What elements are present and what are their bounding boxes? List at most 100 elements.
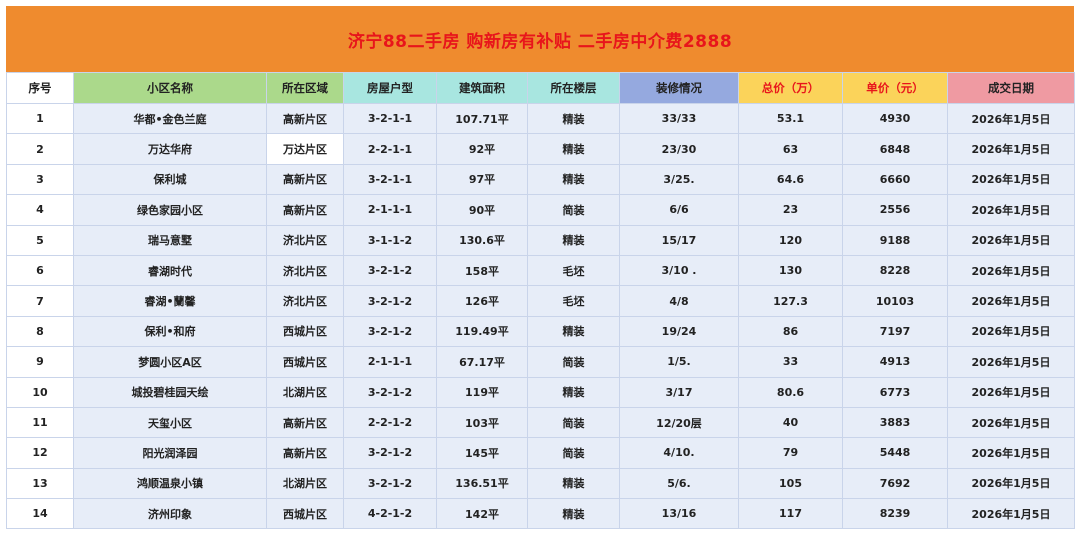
- cell-index: 14: [6, 498, 74, 530]
- table-row: 3 保利城 高新片区 3-2-1-1 97平 精装 3/25. 64.6 6660 2026年1月…: [6, 163, 1075, 196]
- cell-layout: 4-2-1-2: [343, 498, 437, 530]
- header-floor: 所在楼层: [527, 72, 620, 104]
- table-row: 11 天玺小区 高新片区 2-2-1-2 103平 简装 12/20层 40 3883 2026年…: [6, 406, 1075, 439]
- cell-district: 高新片区: [266, 437, 344, 469]
- cell-floor: 精装: [527, 102, 620, 135]
- cell-area: 67.17平: [436, 346, 528, 378]
- cell-index: 5: [6, 224, 74, 256]
- cell-community: 济州印象: [73, 498, 267, 530]
- cell-index: 9: [6, 346, 74, 378]
- cell-layout: 2-2-1-1: [343, 133, 437, 165]
- cell-total-price: 127.3: [738, 285, 843, 317]
- cell-unit-price: 8228: [842, 254, 948, 287]
- cell-floor: 精装: [527, 376, 620, 408]
- cell-decoration: 23/30: [619, 133, 739, 165]
- cell-total-price: 130: [738, 254, 843, 287]
- cell-floor: 精装: [527, 315, 620, 348]
- cell-unit-price: 2556: [842, 194, 948, 226]
- cell-floor: 毛坯: [527, 285, 620, 317]
- cell-unit-price: 7692: [842, 467, 948, 500]
- cell-unit-price: 6773: [842, 376, 948, 408]
- table-row: 10 城投碧桂园天绘 北湖片区 3-2-1-2 119平 精装 3/17 80.6 6773 20…: [6, 376, 1075, 408]
- cell-layout: 2-1-1-1: [343, 194, 437, 226]
- cell-unit-price: 4930: [842, 102, 948, 135]
- cell-community: 华都•金色兰庭: [73, 102, 267, 135]
- table-row: 12 阳光润泽园 高新片区 3-2-1-2 145平 简装 4/10. 79 5448 2026年…: [6, 437, 1075, 469]
- cell-community: 保利•和府: [73, 315, 267, 348]
- cell-area: 90平: [436, 194, 528, 226]
- cell-district: 济北片区: [266, 254, 344, 287]
- cell-district: 北湖片区: [266, 467, 344, 500]
- cell-floor: 精装: [527, 133, 620, 165]
- cell-decoration: 12/20层: [619, 406, 739, 439]
- cell-index: 2: [6, 133, 74, 165]
- cell-floor: 简装: [527, 437, 620, 469]
- cell-layout: 2-1-1-1: [343, 346, 437, 378]
- cell-index: 11: [6, 406, 74, 439]
- cell-decoration: 19/24: [619, 315, 739, 348]
- table-row: 6 睿湖时代 济北片区 3-2-1-2 158平 毛坯 3/10 . 130 8228 2026年…: [6, 254, 1075, 287]
- cell-floor: 精装: [527, 467, 620, 500]
- cell-total-price: 33: [738, 346, 843, 378]
- cell-district: 北湖片区: [266, 376, 344, 408]
- cell-floor: 精装: [527, 498, 620, 530]
- cell-layout: 3-2-1-2: [343, 254, 437, 287]
- table-row: 5 瑞马意墅 济北片区 3-1-1-2 130.6平 精装 15/17 120 9188 2026…: [6, 224, 1075, 256]
- cell-decoration: 33/33: [619, 102, 739, 135]
- listing-sheet: 济宁88二手房 购新房有补贴 二手房中介费2888 序号 小区名称 所在区域 房…: [6, 6, 1075, 530]
- cell-deal-date: 2026年1月5日: [947, 376, 1075, 408]
- cell-deal-date: 2026年1月5日: [947, 437, 1075, 469]
- cell-deal-date: 2026年1月5日: [947, 102, 1075, 135]
- cell-area: 145平: [436, 437, 528, 469]
- cell-floor: 精装: [527, 163, 620, 196]
- cell-layout: 3-1-1-2: [343, 224, 437, 256]
- listing-table: 序号 小区名称 所在区域 房屋户型 建筑面积 所在楼层 装修情况 总价（万） 单…: [6, 72, 1075, 530]
- cell-decoration: 1/5.: [619, 346, 739, 378]
- cell-area: 103平: [436, 406, 528, 439]
- table-row: 9 梦圆小区A区 西城片区 2-1-1-1 67.17平 简装 1/5. 33 4913 2026…: [6, 346, 1075, 378]
- cell-unit-price: 5448: [842, 437, 948, 469]
- cell-total-price: 120: [738, 224, 843, 256]
- cell-total-price: 105: [738, 467, 843, 500]
- cell-index: 13: [6, 467, 74, 500]
- cell-total-price: 64.6: [738, 163, 843, 196]
- cell-area: 97平: [436, 163, 528, 196]
- cell-unit-price: 4913: [842, 346, 948, 378]
- cell-index: 1: [6, 102, 74, 135]
- cell-total-price: 117: [738, 498, 843, 530]
- cell-decoration: 6/6: [619, 194, 739, 226]
- cell-unit-price: 3883: [842, 406, 948, 439]
- cell-deal-date: 2026年1月5日: [947, 467, 1075, 500]
- cell-decoration: 4/8: [619, 285, 739, 317]
- cell-layout: 3-2-1-2: [343, 467, 437, 500]
- cell-deal-date: 2026年1月5日: [947, 254, 1075, 287]
- cell-index: 7: [6, 285, 74, 317]
- cell-index: 6: [6, 254, 74, 287]
- header-index: 序号: [6, 72, 74, 104]
- sheet-title: 济宁88二手房 购新房有补贴 二手房中介费2888: [347, 31, 733, 52]
- cell-district: 高新片区: [266, 163, 344, 196]
- cell-floor: 简装: [527, 194, 620, 226]
- cell-decoration: 13/16: [619, 498, 739, 530]
- cell-decoration: 3/25.: [619, 163, 739, 196]
- cell-layout: 3-2-1-2: [343, 437, 437, 469]
- cell-area: 119平: [436, 376, 528, 408]
- cell-community: 睿湖•蘭馨: [73, 285, 267, 317]
- cell-index: 10: [6, 376, 74, 408]
- cell-district: 高新片区: [266, 406, 344, 439]
- cell-layout: 3-2-1-2: [343, 315, 437, 348]
- cell-district: 万达片区: [266, 133, 344, 165]
- table-row: 13 鸿顺温泉小镇 北湖片区 3-2-1-2 136.51平 精装 5/6. 105 7692 2…: [6, 467, 1075, 500]
- cell-unit-price: 7197: [842, 315, 948, 348]
- cell-index: 12: [6, 437, 74, 469]
- cell-index: 8: [6, 315, 74, 348]
- cell-decoration: 3/10 .: [619, 254, 739, 287]
- cell-community: 天玺小区: [73, 406, 267, 439]
- cell-deal-date: 2026年1月5日: [947, 315, 1075, 348]
- cell-total-price: 23: [738, 194, 843, 226]
- cell-deal-date: 2026年1月5日: [947, 163, 1075, 196]
- cell-area: 107.71平: [436, 102, 528, 135]
- table-row: 8 保利•和府 西城片区 3-2-1-2 119.49平 精装 19/24 86 7197 202…: [6, 315, 1075, 348]
- cell-deal-date: 2026年1月5日: [947, 346, 1075, 378]
- cell-community: 梦圆小区A区: [73, 346, 267, 378]
